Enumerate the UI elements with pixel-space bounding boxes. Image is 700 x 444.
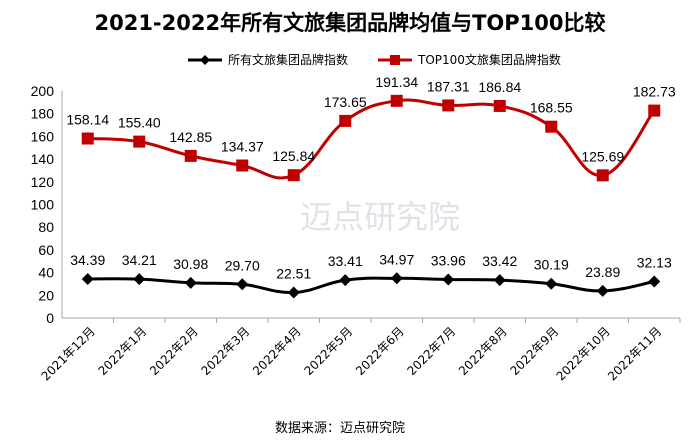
- y-tick-label: 20: [38, 287, 54, 303]
- x-tick-label: 2022年4月: [250, 324, 304, 378]
- chart-title: 2021-2022年所有文旅集团品牌均值与TOP100比较: [94, 11, 605, 35]
- data-point-all: [442, 273, 455, 286]
- data-point-all: [81, 272, 94, 285]
- legend-item-1: TOP100文旅集团品牌指数: [378, 52, 561, 67]
- x-tick-label: 2022年1月: [95, 324, 149, 378]
- data-point-all: [184, 276, 197, 289]
- y-tick-label: 0: [46, 310, 54, 326]
- data-label: 158.14: [66, 112, 109, 128]
- data-point-top100: [81, 132, 94, 145]
- data-label: 173.65: [324, 94, 367, 110]
- legend-marker-square: [390, 55, 400, 65]
- data-label: 30.19: [534, 257, 569, 273]
- x-tick-label: 2022年10月: [554, 324, 613, 383]
- x-tick-label: 2021年12月: [39, 324, 98, 383]
- y-tick-label: 40: [38, 265, 54, 281]
- series-line-0: [87, 276, 655, 294]
- data-point-all: [493, 274, 506, 287]
- data-label: 33.96: [431, 252, 466, 268]
- data-point-all: [287, 286, 300, 299]
- data-point-top100: [133, 135, 146, 148]
- data-label: 30.98: [173, 256, 208, 272]
- data-point-top100: [184, 149, 197, 162]
- data-point-all: [390, 272, 403, 285]
- x-tick-label: 2022年5月: [301, 324, 355, 378]
- data-label: 125.69: [581, 148, 624, 164]
- data-label: 155.40: [118, 115, 161, 131]
- data-label: 34.39: [70, 252, 105, 268]
- data-label: 33.42: [482, 253, 517, 269]
- y-tick-label: 160: [31, 128, 55, 144]
- legend: 所有文旅集团品牌指数 TOP100文旅集团品牌指数: [188, 52, 561, 67]
- data-point-top100: [390, 94, 403, 107]
- data-point-top100: [648, 104, 661, 117]
- data-point-top100: [339, 114, 352, 127]
- data-point-all: [133, 273, 146, 286]
- watermark: 迈点研究院: [300, 198, 460, 236]
- data-label: 182.73: [633, 84, 676, 100]
- x-tick-label: 2022年8月: [456, 324, 510, 378]
- data-point-top100: [493, 99, 506, 112]
- data-label: 22.51: [276, 265, 311, 281]
- y-tick-label: 140: [31, 151, 55, 167]
- data-label: 34.97: [379, 251, 414, 267]
- data-label: 32.13: [637, 255, 672, 271]
- legend-item-0: 所有文旅集团品牌指数: [188, 52, 348, 67]
- y-tick-label: 100: [31, 197, 55, 213]
- source-text: 数据来源：迈点研究院: [275, 421, 405, 436]
- y-tick-label: 200: [31, 83, 55, 99]
- data-point-all: [596, 284, 609, 297]
- y-tick-label: 80: [38, 219, 54, 235]
- x-tick-label: 2022年6月: [353, 324, 407, 378]
- data-label: 134.37: [221, 138, 264, 154]
- data-label: 33.41: [328, 253, 363, 269]
- data-label: 29.70: [225, 257, 260, 273]
- data-point-top100: [596, 169, 609, 182]
- data-point-top100: [236, 159, 249, 172]
- data-point-all: [648, 275, 661, 288]
- data-label: 191.34: [375, 74, 418, 90]
- data-label: 142.85: [169, 129, 212, 145]
- data-point-top100: [442, 99, 455, 112]
- x-tick-label: 2022年7月: [404, 324, 458, 378]
- legend-label: 所有文旅集团品牌指数: [228, 52, 348, 67]
- data-label: 186.84: [478, 79, 521, 95]
- data-label: 187.31: [427, 78, 470, 94]
- x-tick-label: 2022年2月: [147, 324, 201, 378]
- x-tick-label: 2022年9月: [507, 324, 561, 378]
- legend-label: TOP100文旅集团品牌指数: [417, 52, 561, 67]
- data-label: 168.55: [530, 100, 573, 116]
- data-point-all: [339, 274, 352, 287]
- data-point-top100: [545, 120, 558, 133]
- data-point-all: [545, 277, 558, 290]
- y-tick-label: 120: [31, 174, 55, 190]
- y-tick-label: 180: [31, 106, 55, 122]
- x-tick-label: 2022年3月: [198, 324, 252, 378]
- data-label: 34.21: [122, 252, 157, 268]
- data-label: 23.89: [585, 264, 620, 280]
- data-point-all: [236, 278, 249, 291]
- legend-marker-diamond: [200, 55, 210, 65]
- series-group: 34.39 34.21 30.98 29.70 22.51 33.41 34.97 33.96…: [66, 74, 676, 299]
- data-point-top100: [287, 169, 300, 182]
- x-tick-label: 2022年11月: [605, 324, 664, 383]
- data-label: 125.84: [272, 148, 315, 164]
- y-tick-label: 60: [38, 242, 54, 258]
